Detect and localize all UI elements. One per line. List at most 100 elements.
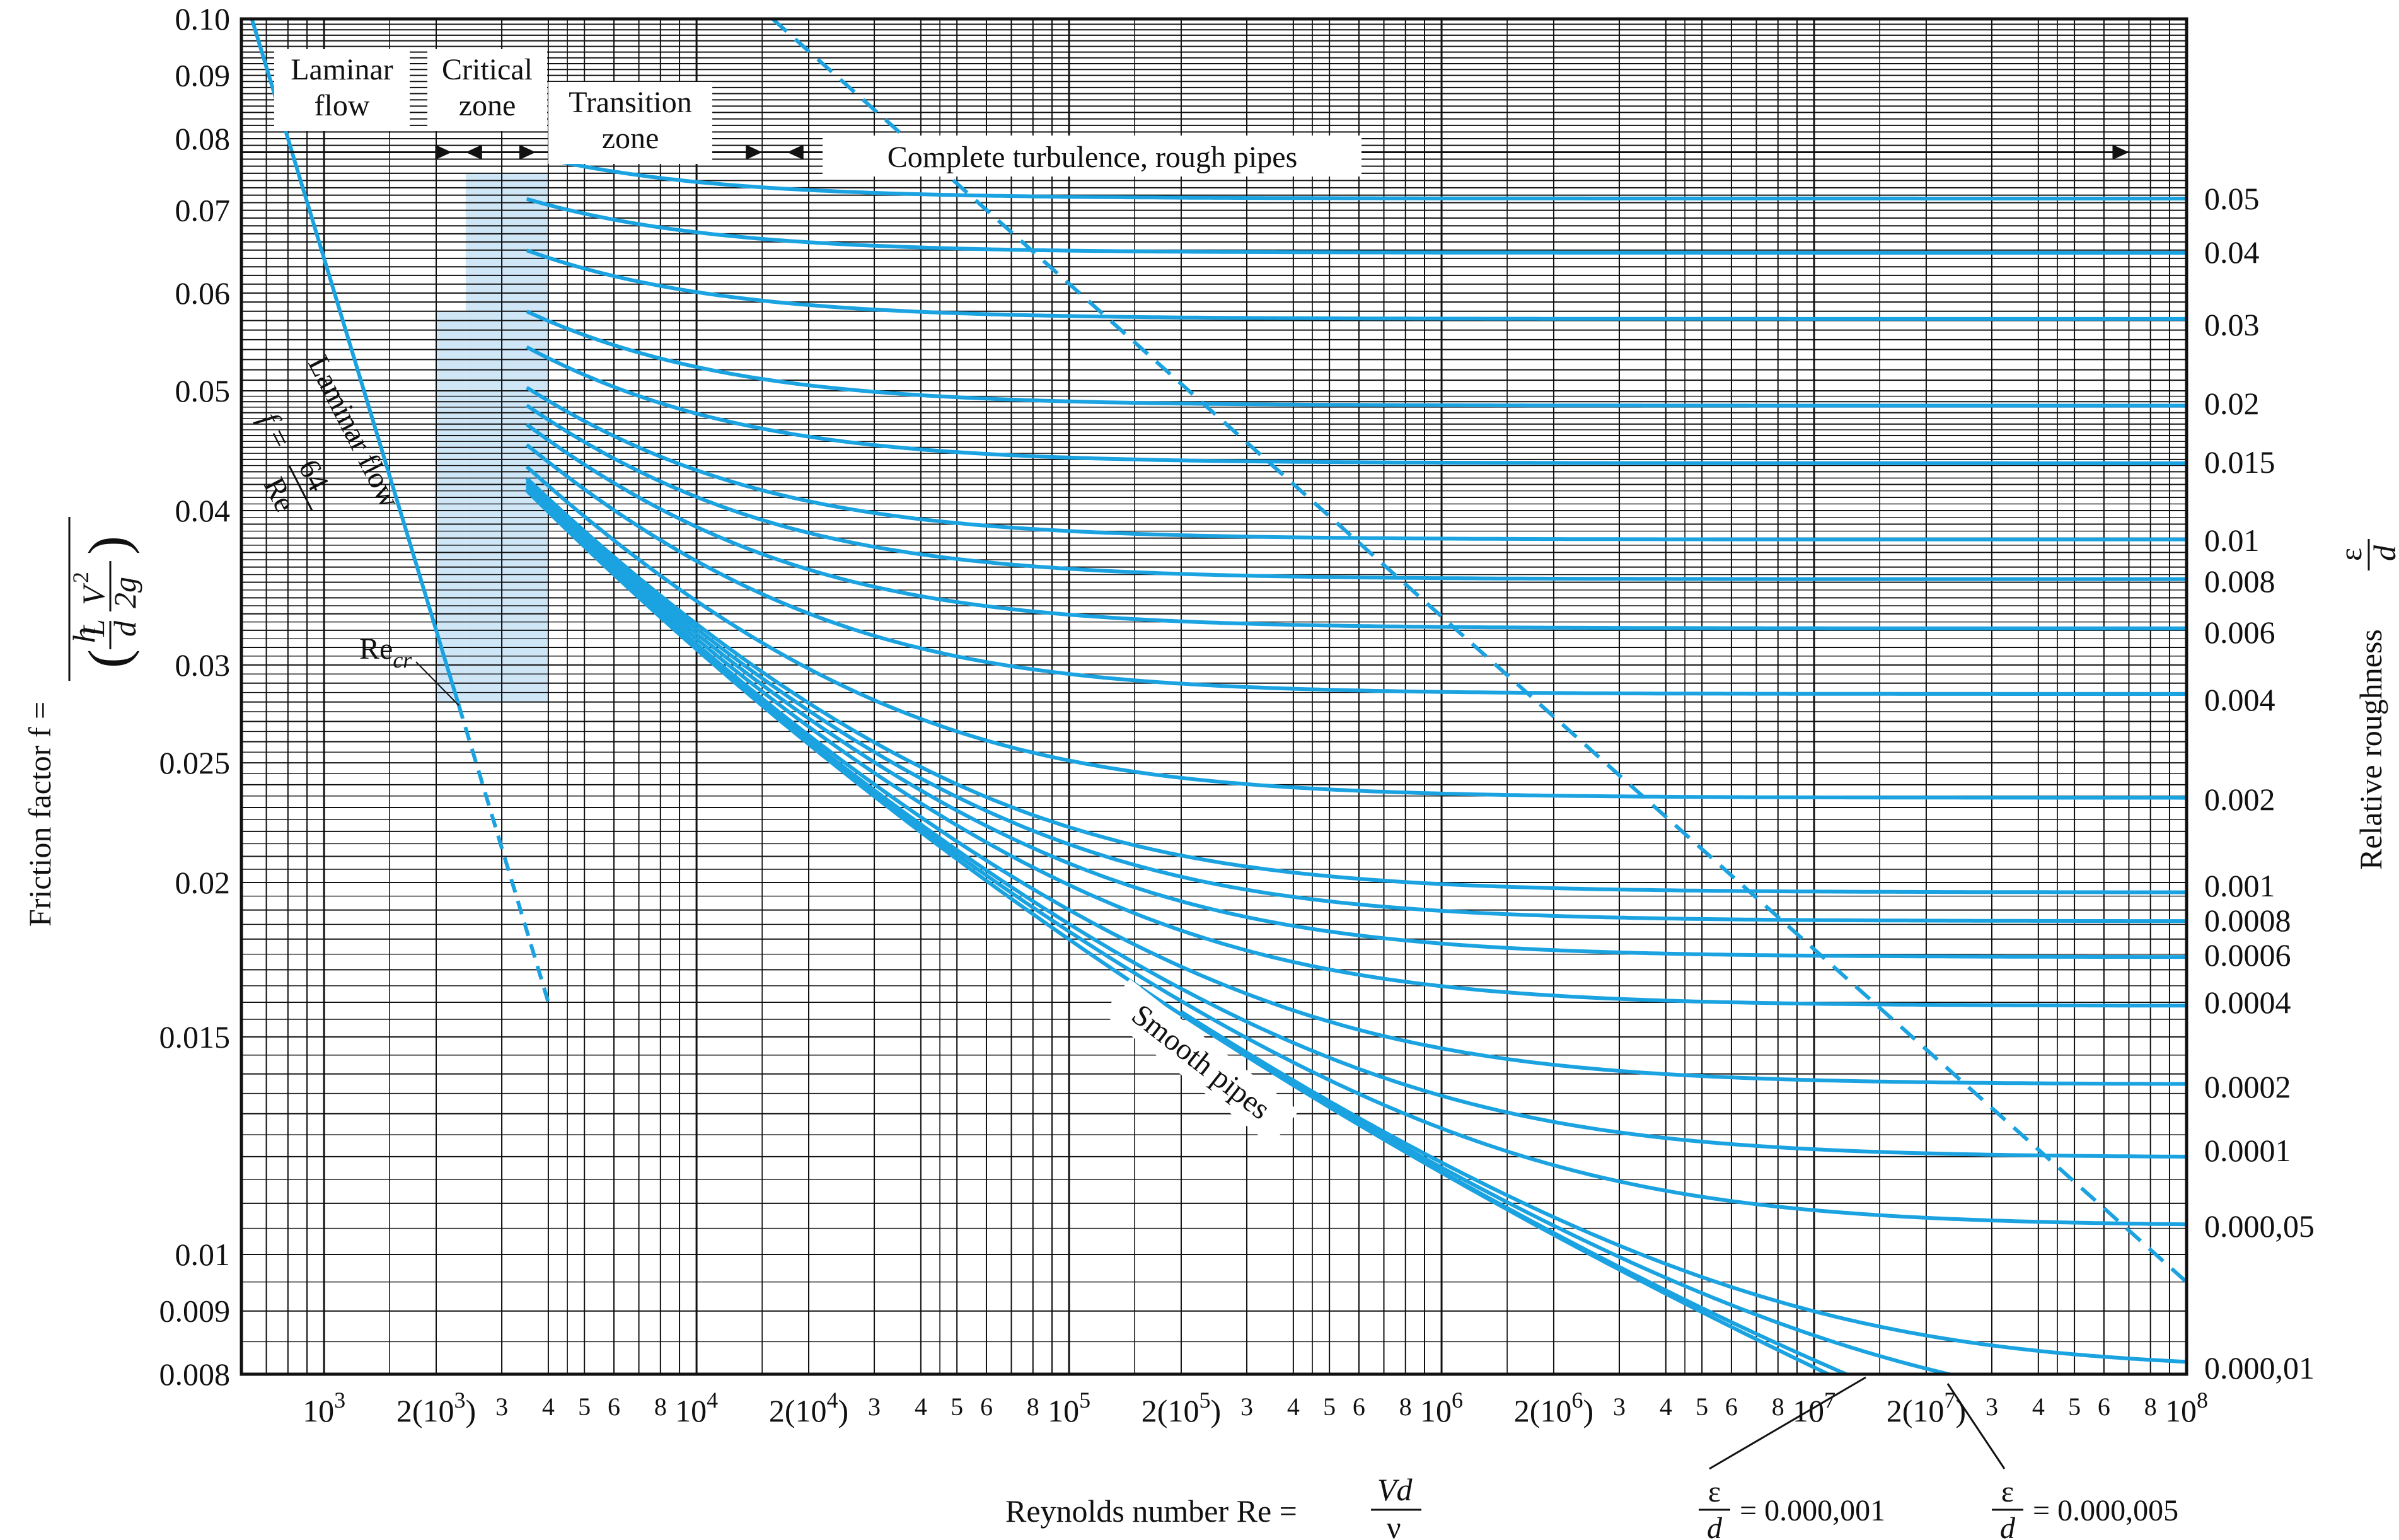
curve-0.05: [548, 157, 2187, 200]
y-tick-label: 0.09: [175, 58, 231, 93]
x-tick-label: 5: [1323, 1392, 1336, 1421]
zone-laminar-line1: Laminar: [291, 53, 393, 86]
roughness-label: 0.002: [2204, 782, 2275, 817]
roughness-label: 0.008: [2204, 564, 2275, 599]
y2-axis-eps: ε: [2333, 548, 2368, 561]
x-tick-label: 103: [303, 1387, 345, 1428]
x-axis-label-text: Reynolds number Re =: [1005, 1493, 1297, 1529]
roughness-label: 0.0006: [2204, 937, 2291, 973]
x-axis-title: Reynolds number Re = Vd ν: [1005, 1472, 1421, 1540]
critical-zone-fill-lower: [436, 311, 466, 702]
x-tick-label: 8: [2144, 1392, 2157, 1421]
curve-ed-0.000005: [1180, 1011, 1958, 1374]
x-tick-label: 5: [1696, 1392, 1708, 1421]
roughness-labels: 0.05 0.04 0.03 0.02 0.015 0.01 0.008 0.006 0.004…: [2204, 181, 2315, 1386]
x-tick-label: 104: [675, 1387, 718, 1428]
zone-arrow-head: [519, 144, 536, 160]
curve-0.002: [525, 465, 2187, 800]
y-axis-L: L: [76, 619, 111, 637]
roughness-label: 0.004: [2204, 682, 2275, 717]
x-tick-label: 8: [1399, 1392, 1412, 1421]
y2-axis-label-text: Relative roughness: [2353, 629, 2388, 870]
y-tick-label: 0.03: [175, 647, 231, 683]
smooth-label-bg: [1102, 978, 1299, 1146]
curve-0.006: [525, 422, 2187, 630]
roughness-label: 0.001: [2204, 868, 2275, 903]
curve-0.04: [526, 197, 2187, 255]
zone-transition-bg: [548, 82, 712, 164]
y-tick-label: 0.025: [159, 745, 231, 780]
zone-transition-line1: Transition: [569, 86, 692, 119]
roughness-label: 0.006: [2204, 615, 2275, 650]
y2-axis-title: Relative roughness ε d: [2333, 539, 2399, 870]
roughness-label: 0.05: [2204, 181, 2260, 216]
eps-0000005-d: d: [2000, 1512, 2016, 1540]
roughness-label: 0.03: [2204, 307, 2260, 342]
x-tick-label: 5: [2068, 1392, 2081, 1421]
x-tick-label: 3: [1613, 1392, 1626, 1421]
roughness-label: 0.0008: [2204, 903, 2291, 938]
x-tick-label: 4: [2032, 1392, 2045, 1421]
x-tick-label: 4: [915, 1392, 927, 1421]
zone-rough-bg: [823, 136, 1361, 177]
roughness-label: 0.04: [2204, 234, 2260, 270]
laminar-eq-num: 64: [292, 454, 335, 497]
curve-0.008: [525, 403, 2187, 581]
roughness-label: 0.015: [2204, 444, 2275, 480]
y-axis-label-text: Friction factor f =: [22, 702, 57, 927]
zone-arrow-head: [465, 144, 482, 160]
x-tick-label: 106: [1420, 1387, 1463, 1428]
y2-axis-d: d: [2367, 545, 2399, 561]
x-tick-label: 6: [980, 1392, 993, 1421]
zone-rough-text: Complete turbulence, rough pipes: [887, 141, 1298, 174]
x-tick-label: 6: [608, 1392, 620, 1421]
roughness-label: 0.0001: [2204, 1133, 2291, 1168]
eps-0000005-value: = 0.000,005: [2033, 1494, 2178, 1527]
zone-transition-line2: zone: [602, 122, 659, 155]
transition-boundary: [771, 19, 2187, 1283]
x-axis-nu: ν: [1387, 1510, 1401, 1540]
y-tick-label: 0.008: [159, 1357, 231, 1392]
x-tick-label: 8: [654, 1392, 667, 1421]
x-tick-label: 4: [542, 1392, 555, 1421]
x-tick-label: 3: [1986, 1392, 1998, 1421]
x-tick-label: 2(106): [1514, 1387, 1593, 1428]
svg-text:(: (: [78, 649, 140, 668]
x-tick-label: 105: [1048, 1387, 1090, 1428]
curve-0.0006: [525, 482, 2187, 959]
y-axis-2g: 2g: [107, 577, 142, 608]
zone-arrow-head: [787, 144, 804, 160]
roughness-label: 0.0002: [2204, 1069, 2291, 1104]
roughness-label: 0.000,05: [2204, 1208, 2315, 1244]
x-tick-label: 108: [2165, 1387, 2208, 1428]
y-tick-labels: 0.10 0.09 0.08 0.07 0.06 0.05 0.04 0.03 0.025 0.0…: [159, 1, 231, 1392]
y-axis-title: Friction factor f = h ( L d V 2 2g ): [22, 517, 142, 927]
x-tick-label: 6: [2098, 1392, 2110, 1421]
x-tick-label: 3: [1240, 1392, 1253, 1421]
curve-ed-0: [525, 489, 1833, 1374]
curve-0.0002: [525, 486, 2187, 1086]
y-tick-label: 0.015: [159, 1019, 231, 1055]
curve-0.0008: [525, 479, 2187, 923]
curve-0.0001: [525, 487, 2187, 1159]
y-tick-label: 0.02: [175, 865, 231, 900]
svg-text:): ): [78, 536, 140, 555]
y-tick-label: 0.01: [175, 1237, 231, 1272]
x-axis-Vd: Vd: [1377, 1472, 1413, 1507]
laminar-line-dashed: [457, 705, 550, 1003]
re-cr-leader: [415, 661, 460, 706]
y-tick-label: 0.08: [175, 121, 231, 156]
curves: [250, 19, 2187, 1374]
eps-0000001-d: d: [1707, 1512, 1723, 1540]
curve-0.02: [526, 310, 2187, 408]
laminar-eq-bar: [288, 465, 313, 511]
zone-laminar-bg: [274, 49, 410, 131]
x-tick-label: 5: [951, 1392, 963, 1421]
curve-0.0004: [525, 484, 2187, 1008]
y-axis-V-exp: 2: [68, 572, 93, 583]
zone-arrow-head: [2112, 144, 2129, 160]
zone-laminar-line2: flow: [315, 89, 370, 122]
y-tick-label: 0.07: [175, 193, 231, 228]
zone-critical-line1: Critical: [442, 53, 533, 86]
